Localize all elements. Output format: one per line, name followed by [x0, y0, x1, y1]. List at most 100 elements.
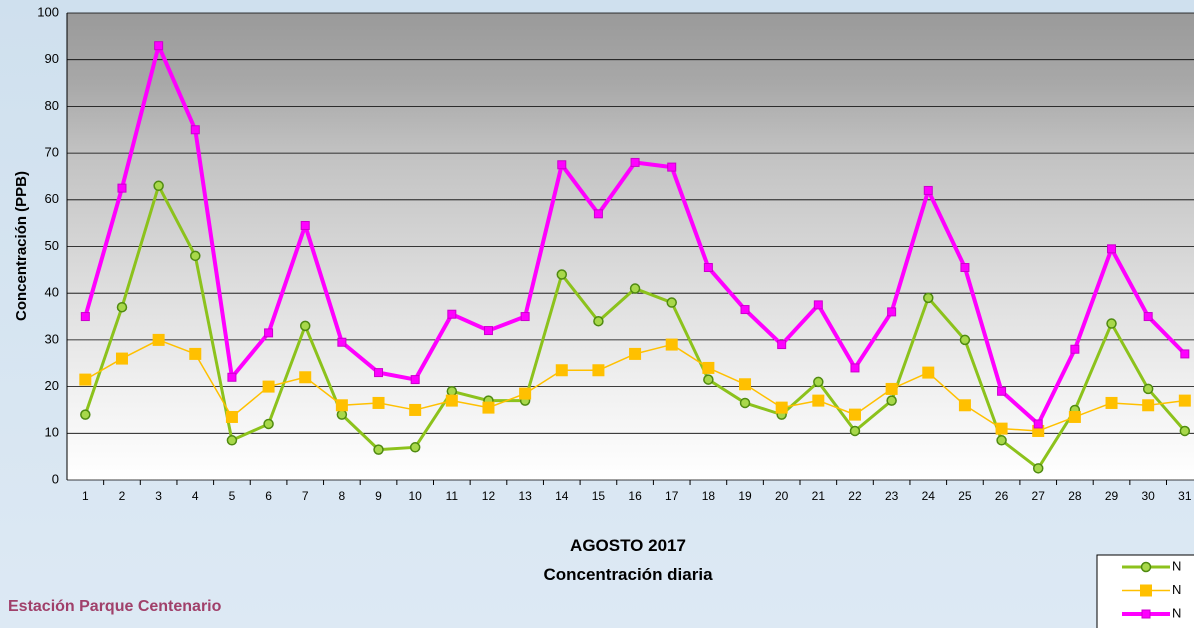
x-tick-label: 16	[628, 489, 642, 503]
point	[1034, 464, 1043, 473]
point	[778, 341, 786, 349]
chart-subtitle: Concentración diaria	[543, 565, 713, 584]
point	[226, 411, 238, 423]
x-tick-label: 11	[446, 489, 459, 503]
point	[484, 327, 492, 335]
x-tick-label: 13	[518, 489, 532, 503]
point	[263, 381, 275, 393]
point	[154, 181, 163, 190]
chart: Concentración (PPB) AGOSTO 2017 Concentr…	[0, 0, 1194, 628]
x-tick-label: 6	[265, 489, 272, 503]
point	[447, 387, 456, 396]
point	[375, 369, 383, 377]
point	[739, 378, 751, 390]
point	[1069, 411, 1081, 423]
point	[1107, 319, 1116, 328]
point	[814, 377, 823, 386]
point	[153, 334, 165, 346]
y-tick-label: 60	[45, 191, 59, 206]
x-tick-label: 25	[958, 489, 972, 503]
point	[850, 426, 859, 435]
x-tick-label: 18	[702, 489, 716, 503]
point	[446, 395, 458, 407]
chart-title: AGOSTO 2017	[570, 536, 686, 555]
x-tick-label: 28	[1068, 489, 1082, 503]
point	[594, 317, 603, 326]
point	[631, 158, 639, 166]
point	[338, 338, 346, 346]
x-tick-label: 26	[995, 489, 1009, 503]
point	[189, 348, 201, 360]
point	[521, 313, 529, 321]
x-tick-label: 23	[885, 489, 899, 503]
x-tick-label: 10	[408, 489, 422, 503]
y-tick-label: 80	[45, 98, 59, 113]
point	[411, 376, 419, 384]
point	[191, 126, 199, 134]
y-axis-label: Concentración (PPB)	[13, 171, 30, 321]
point	[666, 339, 678, 351]
point	[1142, 563, 1151, 572]
point	[299, 371, 311, 383]
point	[776, 402, 788, 414]
y-tick-label: 20	[45, 378, 59, 393]
point	[373, 397, 385, 409]
x-tick-label: 29	[1105, 489, 1119, 503]
y-tick-label: 70	[45, 145, 59, 160]
point	[702, 362, 714, 374]
point	[337, 410, 346, 419]
point	[668, 163, 676, 171]
point	[812, 395, 824, 407]
x-tick-label: 24	[922, 489, 936, 503]
point	[118, 184, 126, 192]
legend-label: N	[1172, 558, 1181, 573]
point	[741, 398, 750, 407]
legend-label: N	[1172, 605, 1181, 620]
point	[667, 298, 676, 307]
y-tick-label: 10	[45, 425, 59, 440]
y-tick-label: 50	[45, 238, 59, 253]
point	[519, 388, 531, 400]
x-tick-label: 5	[229, 489, 236, 503]
point	[849, 409, 861, 421]
point	[961, 264, 969, 272]
point	[264, 419, 273, 428]
point	[1179, 395, 1191, 407]
point	[924, 186, 932, 194]
x-tick-label: 31	[1178, 489, 1192, 503]
point	[960, 335, 969, 344]
point	[1108, 245, 1116, 253]
x-tick-label: 22	[848, 489, 862, 503]
y-tick-label: 100	[37, 4, 59, 19]
point	[592, 364, 604, 376]
point	[117, 303, 126, 312]
point	[558, 161, 566, 169]
point	[741, 306, 749, 314]
point	[1144, 384, 1153, 393]
y-tick-label: 40	[45, 285, 59, 300]
point	[155, 42, 163, 50]
point	[1140, 585, 1152, 597]
point	[851, 364, 859, 372]
point	[631, 284, 640, 293]
point	[1106, 397, 1118, 409]
point	[998, 387, 1006, 395]
x-tick-label: 19	[738, 489, 752, 503]
point	[79, 374, 91, 386]
x-tick-label: 27	[1032, 489, 1046, 503]
point	[448, 310, 456, 318]
point	[301, 221, 309, 229]
y-tick-label: 0	[52, 471, 59, 486]
point	[1071, 345, 1079, 353]
x-tick-label: 14	[555, 489, 569, 503]
point	[996, 423, 1008, 435]
x-tick-label: 4	[192, 489, 199, 503]
x-tick-label: 8	[339, 489, 346, 503]
point	[556, 364, 568, 376]
x-tick-label: 9	[375, 489, 382, 503]
x-tick-label: 3	[155, 489, 162, 503]
point	[1180, 426, 1189, 435]
point	[482, 402, 494, 414]
point	[409, 404, 421, 416]
point	[1142, 399, 1154, 411]
